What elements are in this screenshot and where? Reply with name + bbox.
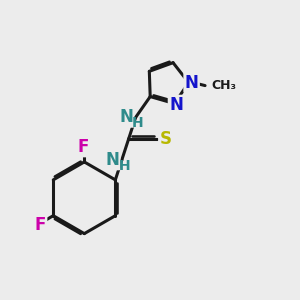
Text: S: S xyxy=(159,130,171,148)
Text: F: F xyxy=(35,216,46,234)
Text: N: N xyxy=(185,74,199,92)
Text: N: N xyxy=(105,151,119,169)
Text: H: H xyxy=(118,159,130,173)
Text: N: N xyxy=(119,108,133,126)
Text: N: N xyxy=(169,96,183,114)
Text: F: F xyxy=(77,138,88,156)
Text: H: H xyxy=(132,116,144,130)
Text: CH₃: CH₃ xyxy=(212,79,237,92)
